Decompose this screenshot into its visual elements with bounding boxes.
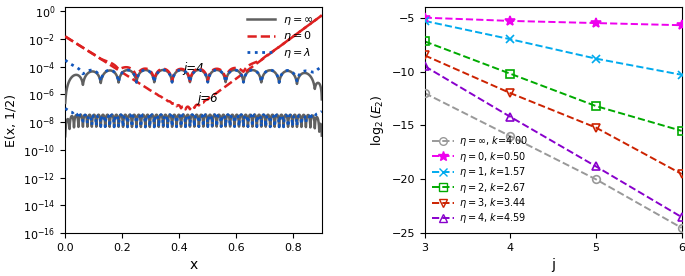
Text: j=4: j=4 [183,62,204,75]
X-axis label: x: x [189,259,198,272]
Legend: $\eta=\infty$, $\eta=0$, $\eta=\lambda$: $\eta=\infty$, $\eta=0$, $\eta=\lambda$ [245,12,316,62]
Y-axis label: $\log_2(E_2)$: $\log_2(E_2)$ [369,94,386,146]
Y-axis label: E(x, 1/2): E(x, 1/2) [5,94,18,147]
Legend: $\eta=\infty$, $k$=4.00, $\eta=0$, $k$=0.50, $\eta=1$, $k$=1.57, $\eta=2$, $k$=2: $\eta=\infty$, $k$=4.00, $\eta=0$, $k$=0… [429,131,531,228]
X-axis label: j: j [551,259,555,272]
Text: j=6: j=6 [197,92,218,105]
